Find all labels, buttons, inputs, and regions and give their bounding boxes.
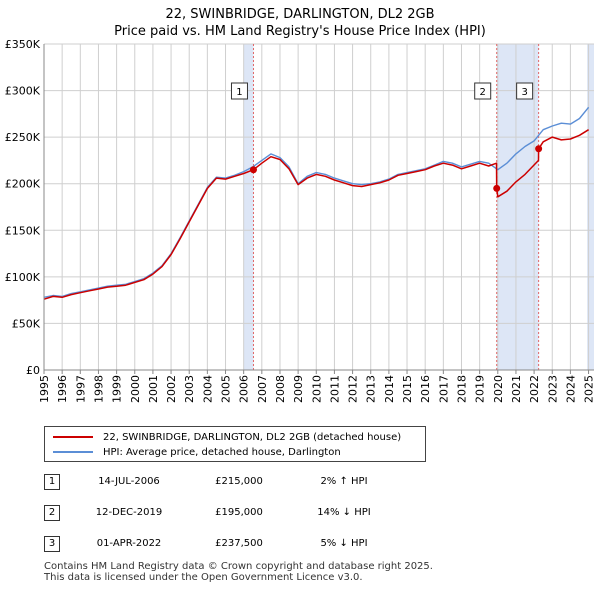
sale-row: 2 12-DEC-2019 £195,000 14% ↓ HPI (44, 505, 444, 523)
shaded-range (243, 44, 254, 370)
sale-label: 2 (480, 87, 486, 98)
x-tick-label: 2015 (401, 375, 414, 403)
sale-price: £215,000 (215, 476, 263, 487)
x-tick-label: 2018 (455, 375, 468, 403)
x-tick-label: 2014 (383, 375, 396, 403)
x-tick-label: 1995 (38, 375, 51, 403)
x-tick-label: 2009 (292, 375, 305, 403)
legend-label-hpi: HPI: Average price, detached house, Darl… (103, 446, 341, 458)
x-tick-label: 2011 (328, 375, 341, 403)
sale-point (535, 145, 543, 153)
legend-swatch-hpi (53, 451, 93, 453)
sale-date: 12-DEC-2019 (95, 507, 163, 518)
x-tick-label: 2013 (365, 375, 378, 403)
x-tick-label: 1997 (74, 375, 87, 403)
x-tick-label: 2004 (201, 375, 214, 403)
title-line-2: Price paid vs. HM Land Registry's House … (114, 24, 486, 39)
legend-item-property: 22, SWINBRIDGE, DARLINGTON, DL2 2GB (det… (53, 430, 401, 444)
sale-number: 1 (44, 474, 60, 490)
x-tick-label: 2016 (419, 375, 432, 403)
x-tick-label: 2003 (183, 375, 196, 403)
y-tick-label: £350K (5, 38, 41, 51)
x-tick-label: 1998 (92, 375, 105, 403)
y-tick-label: £200K (5, 178, 41, 191)
property-series-line (43, 129, 589, 300)
x-tick-label: 2000 (129, 375, 142, 403)
y-tick-label: £50K (12, 317, 41, 330)
x-tick-label: 2020 (492, 375, 505, 403)
x-tick-label: 2008 (274, 375, 287, 403)
title-line-1: 22, SWINBRIDGE, DARLINGTON, DL2 2GB (165, 7, 435, 22)
x-tick-label: 2023 (546, 375, 559, 403)
sale-hpi-diff: 14% ↓ HPI (317, 507, 371, 518)
x-tick-label: 2024 (564, 375, 577, 403)
sale-number: 2 (44, 505, 60, 521)
x-tick-label: 2002 (165, 375, 178, 403)
y-tick-label: £250K (5, 131, 41, 144)
legend-label-property: 22, SWINBRIDGE, DARLINGTON, DL2 2GB (det… (103, 431, 402, 443)
sale-point (493, 184, 501, 192)
legend-swatch-property (53, 436, 93, 438)
sale-label: 1 (236, 87, 242, 98)
x-tick-label: 2025 (583, 375, 596, 403)
x-tick-label: 1996 (56, 375, 69, 403)
sale-label-box (230, 82, 248, 100)
sale-hpi-diff: 2% ↑ HPI (320, 476, 368, 487)
x-tick-label: 2007 (256, 375, 269, 403)
x-tick-label: 2012 (347, 375, 360, 403)
x-tick-label: 2005 (220, 375, 233, 403)
footer-line-2: This data is licensed under the Open Gov… (44, 572, 363, 583)
sale-number: 3 (44, 536, 60, 552)
x-tick-label: 2022 (528, 375, 541, 403)
x-tick-label: 1999 (111, 375, 124, 403)
x-tick-label: 2001 (147, 375, 160, 403)
sale-point (249, 166, 257, 174)
sale-hpi-diff: 5% ↓ HPI (320, 538, 368, 549)
sale-row: 3 01-APR-2022 £237,500 5% ↓ HPI (44, 536, 444, 554)
y-tick-label: £300K (5, 85, 41, 98)
sale-label-box (516, 82, 534, 100)
sale-label: 3 (521, 87, 527, 98)
chart-legend: 22, SWINBRIDGE, DARLINGTON, DL2 2GB (det… (44, 426, 426, 462)
price-chart: 1 2 3 £0 £50K £100K £150K £200K £250K £300K £350K 1… (5, 38, 596, 403)
x-tick-label: 2021 (510, 375, 523, 403)
sale-label-box (474, 82, 492, 100)
x-tick-label: 2010 (310, 375, 323, 403)
y-tick-label: £0 (26, 364, 40, 377)
footer: Contains HM Land Registry data © Crown c… (44, 561, 433, 583)
y-tick-label: £100K (5, 271, 41, 284)
x-tick-label: 2006 (238, 375, 251, 403)
sale-row: 1 14-JUL-2006 £215,000 2% ↑ HPI (44, 474, 444, 492)
chart-title: 22, SWINBRIDGE, DARLINGTON, DL2 2GB Pric… (0, 6, 600, 40)
sale-price: £237,500 (215, 538, 263, 549)
y-tick-label: £150K (5, 224, 41, 237)
legend-item-hpi: HPI: Average price, detached house, Darl… (53, 445, 341, 459)
sale-date: 14-JUL-2006 (98, 476, 160, 487)
x-tick-label: 2017 (437, 375, 450, 403)
footer-line-1: Contains HM Land Registry data © Crown c… (44, 561, 433, 572)
x-tick-label: 2019 (474, 375, 487, 403)
sale-date: 01-APR-2022 (96, 538, 162, 549)
shaded-range (587, 44, 594, 370)
sale-price: £195,000 (215, 507, 263, 518)
hpi-series-line (43, 106, 590, 298)
